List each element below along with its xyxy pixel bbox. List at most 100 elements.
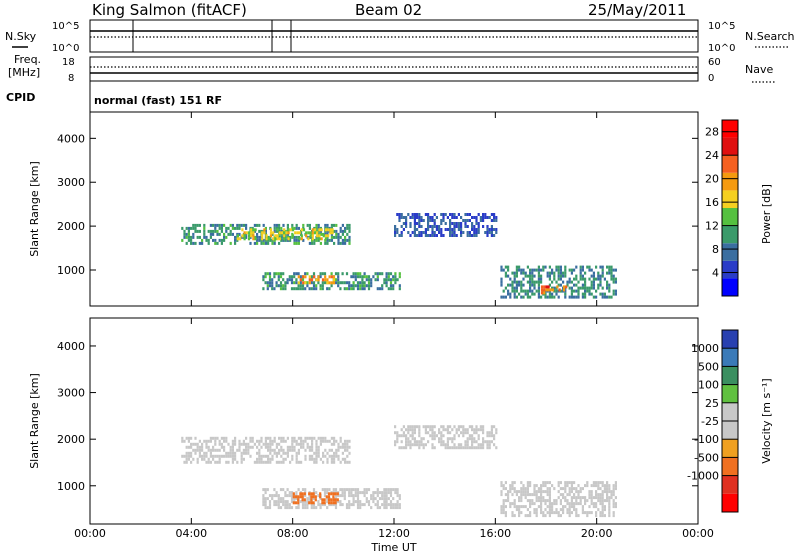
velocity-cell-4 [446,431,449,435]
velocity-colorbar-tick-label: -25 [701,415,719,428]
power-cell-6 [400,225,403,228]
velocity-cell-4 [468,434,471,438]
velocity-y-axis-label: Slant Range [km] [28,373,41,469]
power-cell-2 [370,278,373,282]
power-cell-2 [284,281,287,285]
velocity-cell-3 [570,496,573,500]
velocity-cell-2 [312,495,315,499]
velocity-cell-0 [324,436,327,440]
power-cell-4 [537,277,540,281]
power-cell-0 [282,223,285,227]
power-cell-6 [413,219,416,222]
velocity-cell-3 [590,511,593,515]
velocity-cell-4 [479,428,482,432]
velocity-cell-3 [533,493,536,497]
velocity-cell-0 [337,457,340,461]
power-cell-2 [282,284,285,288]
velocity-cell-1 [273,500,276,504]
velocity-cell-4 [464,446,467,450]
velocity-cell-0 [317,436,320,440]
velocity-cell-3 [590,502,593,506]
power-cell-2 [293,281,296,285]
power-cell-4 [612,289,615,293]
power-heatmap-cells [181,213,617,299]
power-cell-4 [592,280,595,284]
velocity-cell-4 [453,434,456,438]
velocity-cell-2 [308,501,311,505]
velocity-cell-3 [529,481,532,485]
velocity-cell-0 [212,457,215,461]
velocity-cell-3 [502,502,505,506]
power-cell-4 [531,289,534,293]
power-cell-4 [548,265,551,269]
power-cell-0 [271,241,274,245]
velocity-colorbar-swatch [722,366,738,385]
power-cell-6 [471,225,474,228]
velocity-cell-4 [402,446,405,450]
power-cell-0 [229,229,232,233]
power-cell-4 [513,289,516,293]
velocity-cell-0 [328,454,331,458]
power-colorbar-tick-label: 8 [712,243,719,256]
power-cell-4 [559,265,562,269]
power-cell-2 [378,272,382,276]
velocity-cell-3 [520,487,523,491]
velocity-cell-4 [453,425,456,429]
velocity-cell-0 [260,436,263,440]
power-cell-5 [540,288,544,292]
power-cell-6 [488,228,491,231]
velocity-cell-1 [290,494,294,498]
power-cell-4 [608,268,611,272]
velocity-cell-0 [322,454,325,458]
velocity-cell-0 [238,442,241,446]
power-cell-4 [573,277,576,281]
velocity-cell-2 [330,501,333,505]
velocity-cell-3 [535,490,538,494]
power-cell-0 [326,241,329,245]
power-cell-0 [308,226,311,230]
velocity-cell-0 [282,436,285,440]
velocity-cell-1 [284,491,287,495]
velocity-cell-3 [533,490,536,494]
velocity-cell-0 [282,448,285,452]
power-cell-0 [324,241,327,245]
velocity-cell-3 [590,493,593,497]
power-cell-2 [299,287,302,291]
power-cell-2 [387,275,390,279]
power-cell-1 [269,231,273,235]
velocity-cell-3 [537,496,540,500]
power-cell-4 [529,280,532,284]
velocity-cell-0 [196,445,199,449]
power-cell-0 [212,229,215,233]
power-cell-4 [529,283,532,287]
power-cell-0 [297,241,300,245]
velocity-cell-1 [350,503,353,507]
velocity-cell-4 [409,434,412,438]
power-cell-5 [551,288,555,292]
velocity-cell-3 [551,502,554,506]
power-cell-1 [298,231,301,235]
power-cell-2 [376,287,379,291]
power-cell-0 [234,226,237,230]
power-cell-6 [468,231,471,234]
power-cell-4 [614,289,617,293]
velocity-cell-0 [236,460,239,464]
power-cell-2 [334,281,338,285]
velocity-cell-3 [548,493,551,497]
velocity-cell-2 [323,498,326,502]
velocity-cell-0 [317,454,320,458]
velocity-cell-0 [335,451,338,455]
velocity-cell-0 [231,448,234,452]
velocity-cell-0 [348,445,351,449]
power-cell-0 [300,229,303,233]
velocity-cell-0 [231,442,234,446]
power-cell-4 [610,268,613,272]
power-cell-6 [495,219,498,222]
velocity-cell-0 [300,460,303,464]
velocity-cell-0 [291,457,294,461]
velocity-cell-1 [334,488,338,492]
power-cell-6 [440,219,443,222]
power-cell-1 [272,237,275,241]
power-cell-4 [573,295,576,299]
